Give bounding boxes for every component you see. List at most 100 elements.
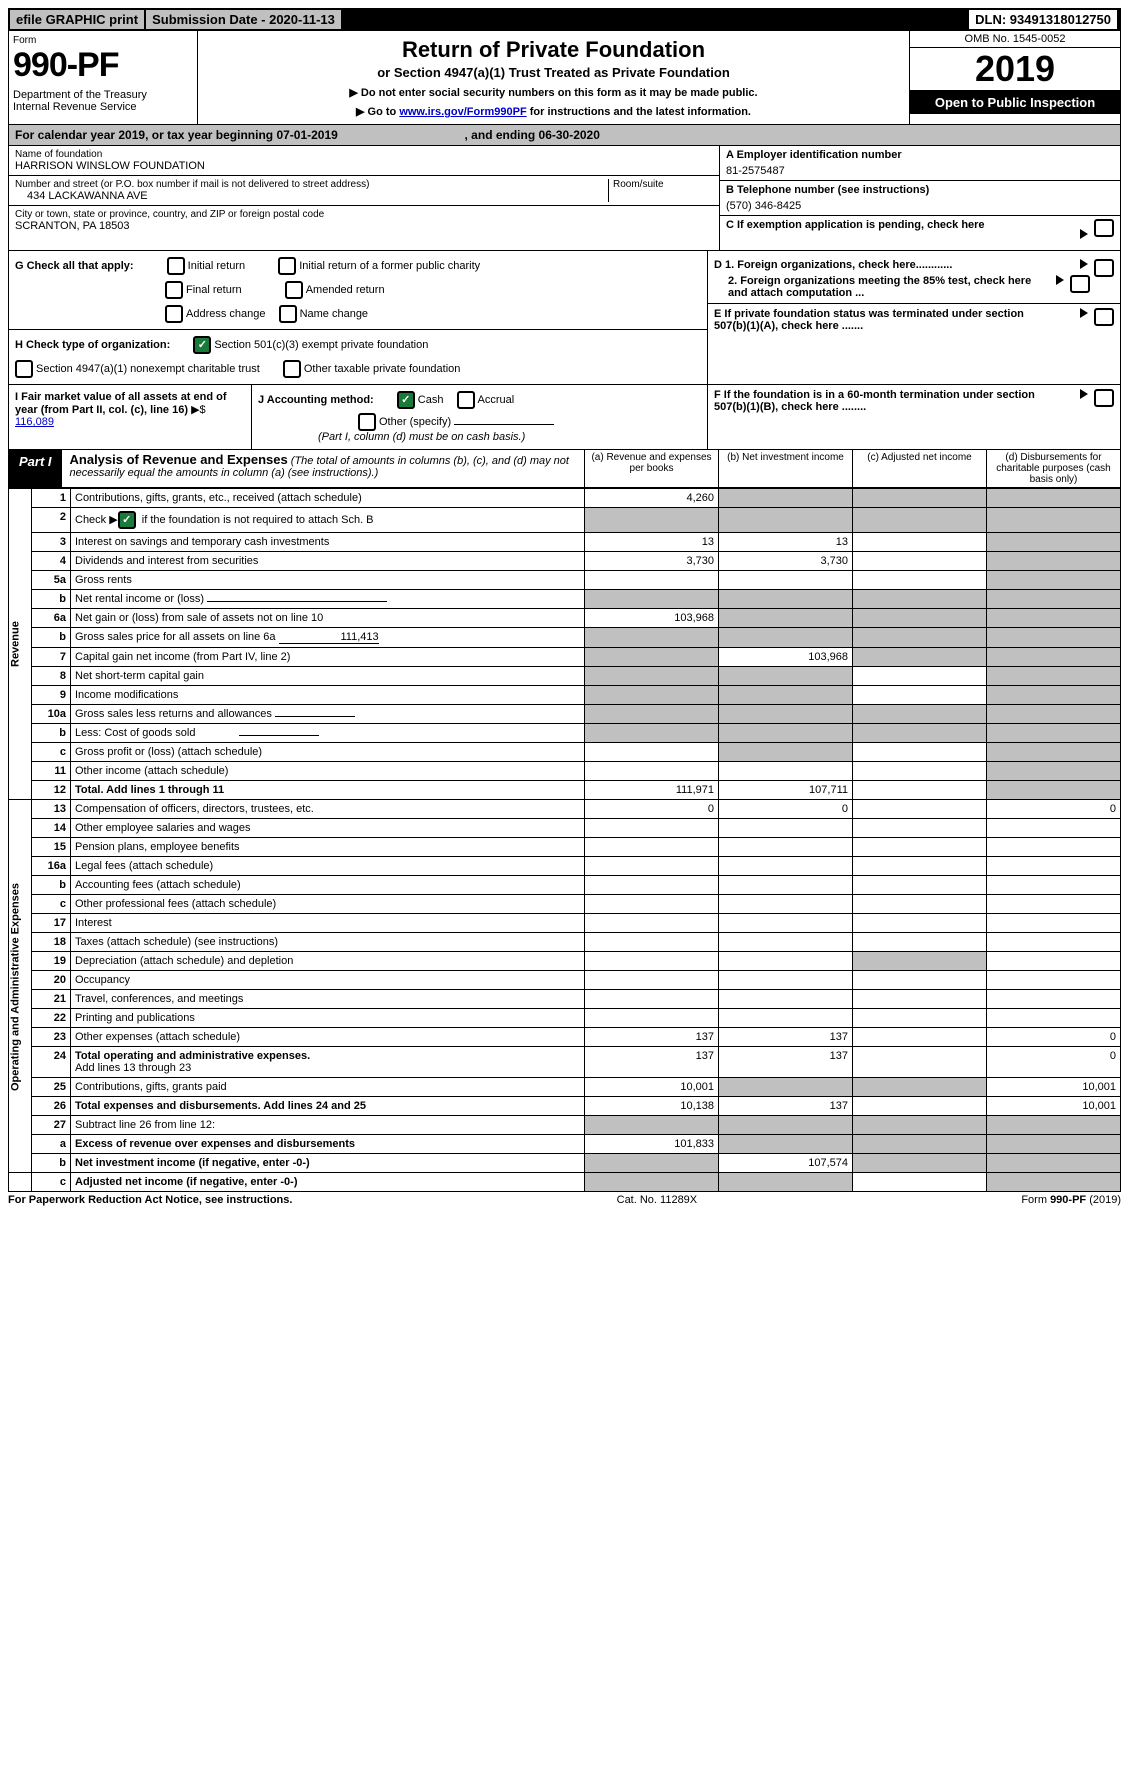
arrow-icon — [1056, 275, 1064, 285]
table-row: bAccounting fees (attach schedule) — [9, 876, 1121, 895]
addr-change-label: Address change — [186, 308, 266, 320]
initial-former-check[interactable] — [278, 257, 296, 275]
note-2: ▶ Go to www.irs.gov/Form990PF for instru… — [210, 105, 897, 118]
d1-label: D 1. Foreign organizations, check here..… — [714, 259, 952, 271]
4947-label: Section 4947(a)(1) nonexempt charitable … — [36, 363, 260, 375]
table-row: 4Dividends and interest from securities … — [9, 552, 1121, 571]
l12-a: 111,971 — [585, 781, 719, 800]
efile-print: efile GRAPHIC print — [10, 10, 146, 29]
initial-former-label: Initial return of a former public charit… — [299, 260, 480, 272]
c-checkbox[interactable] — [1094, 219, 1114, 237]
table-row: 7Capital gain net income (from Part IV, … — [9, 648, 1121, 667]
l23-d: 0 — [987, 1028, 1121, 1047]
d1-row: D 1. Foreign organizations, check here..… — [714, 259, 1114, 271]
addr-change-check[interactable] — [165, 305, 183, 323]
table-row: aExcess of revenue over expenses and dis… — [9, 1135, 1121, 1154]
other-method-check[interactable] — [358, 413, 376, 431]
form-number: 990-PF — [13, 46, 193, 85]
l27a-a: 101,833 — [585, 1135, 719, 1154]
e-label: E If private foundation status was termi… — [714, 308, 1044, 332]
foundation-name: HARRISON WINSLOW FOUNDATION — [15, 160, 713, 172]
addr-cell: Number and street (or P.O. box number if… — [9, 176, 719, 206]
table-row: 11Other income (attach schedule) — [9, 762, 1121, 781]
table-row: 18Taxes (attach schedule) (see instructi… — [9, 933, 1121, 952]
initial-return-label: Initial return — [188, 260, 245, 272]
l20-desc: Occupancy — [71, 971, 585, 990]
amended-label: Amended return — [306, 284, 385, 296]
l1-a: 4,260 — [585, 489, 719, 508]
501c3-check[interactable]: ✓ — [193, 336, 211, 354]
table-row: 8Net short-term capital gain — [9, 667, 1121, 686]
cash-label: Cash — [418, 394, 444, 406]
d2-check[interactable] — [1070, 275, 1090, 293]
table-row: 14Other employee salaries and wages — [9, 819, 1121, 838]
hi-row: I Fair market value of all assets at end… — [8, 385, 1121, 450]
l3-a: 13 — [585, 533, 719, 552]
name-label: Name of foundation — [15, 149, 713, 160]
initial-return-check[interactable] — [167, 257, 185, 275]
4947-check[interactable] — [15, 360, 33, 378]
l3-b: 13 — [719, 533, 853, 552]
table-row: 26Total expenses and disbursements. Add … — [9, 1097, 1121, 1116]
arrow-icon — [1080, 389, 1088, 399]
f-check[interactable] — [1094, 389, 1114, 407]
l10c-desc: Gross profit or (loss) (attach schedule) — [71, 743, 585, 762]
l3-desc: Interest on savings and temporary cash i… — [71, 533, 585, 552]
l24-d: 0 — [987, 1047, 1121, 1078]
addr-label: Number and street (or P.O. box number if… — [15, 179, 604, 190]
topbar: efile GRAPHIC print Submission Date - 20… — [8, 8, 1121, 31]
table-row: 5aGross rents — [9, 571, 1121, 590]
l27b-desc: Net investment income (if negative, ente… — [71, 1154, 585, 1173]
lines-table: Revenue 1Contributions, gifts, grants, e… — [8, 488, 1121, 1192]
amended-check[interactable] — [285, 281, 303, 299]
name-cell: Name of foundation HARRISON WINSLOW FOUN… — [9, 146, 719, 176]
footer-left: For Paperwork Reduction Act Notice, see … — [8, 1194, 292, 1206]
l23-b: 137 — [719, 1028, 853, 1047]
dln: DLN: 93491318012750 — [969, 10, 1119, 29]
j-label: J Accounting method: — [258, 394, 374, 406]
cal-begin: For calendar year 2019, or tax year begi… — [15, 128, 338, 142]
l7-desc: Capital gain net income (from Part IV, l… — [71, 648, 585, 667]
final-return-label: Final return — [186, 284, 242, 296]
l9-desc: Income modifications — [71, 686, 585, 705]
omb-no: OMB No. 1545-0052 — [910, 31, 1120, 48]
irs: Internal Revenue Service — [13, 101, 193, 113]
dept: Department of the Treasury — [13, 89, 193, 101]
note2-a: ▶ Go to — [356, 106, 399, 118]
l25-a: 10,001 — [585, 1078, 719, 1097]
cash-check[interactable]: ✓ — [397, 391, 415, 409]
d1-check[interactable] — [1094, 259, 1114, 277]
l7-b: 103,968 — [719, 648, 853, 667]
revenue-label: Revenue — [9, 489, 32, 800]
arrow-icon — [1080, 259, 1088, 269]
l18-desc: Taxes (attach schedule) (see instruction… — [71, 933, 585, 952]
form-header: Form 990-PF Department of the Treasury I… — [8, 31, 1121, 125]
cal-end: , and ending 06-30-2020 — [465, 128, 600, 142]
l6b-val: 111,413 — [279, 631, 379, 644]
city-value: SCRANTON, PA 18503 — [15, 220, 713, 232]
accrual-check[interactable] — [457, 391, 475, 409]
e-check[interactable] — [1094, 308, 1114, 326]
city-cell: City or town, state or province, country… — [9, 206, 719, 235]
other-tax-check[interactable] — [283, 360, 301, 378]
name-change-check[interactable] — [279, 305, 297, 323]
l24-a: 137 — [585, 1047, 719, 1078]
phone-label: B Telephone number (see instructions) — [726, 184, 1114, 196]
final-return-check[interactable] — [165, 281, 183, 299]
open-inspection: Open to Public Inspection — [910, 91, 1120, 114]
l16b-desc: Accounting fees (attach schedule) — [71, 876, 585, 895]
j-note: (Part I, column (d) must be on cash basi… — [318, 431, 701, 443]
schb-check[interactable]: ✓ — [118, 511, 136, 529]
table-row: 27Subtract line 26 from line 12: — [9, 1116, 1121, 1135]
header-right: OMB No. 1545-0052 2019 Open to Public In… — [909, 31, 1120, 124]
irs-link[interactable]: www.irs.gov/Form990PF — [399, 106, 526, 118]
table-row: 6aNet gain or (loss) from sale of assets… — [9, 609, 1121, 628]
phone-value: (570) 346-8425 — [726, 200, 1114, 212]
check-area-g: G Check all that apply: Initial return I… — [8, 251, 1121, 385]
d2-row: 2. Foreign organizations meeting the 85%… — [714, 275, 1114, 299]
city-label: City or town, state or province, country… — [15, 209, 713, 220]
header-mid: Return of Private Foundation or Section … — [198, 31, 909, 124]
l19-desc: Depreciation (attach schedule) and deple… — [71, 952, 585, 971]
l23-desc: Other expenses (attach schedule) — [71, 1028, 585, 1047]
table-row: 24Total operating and administrative exp… — [9, 1047, 1121, 1078]
